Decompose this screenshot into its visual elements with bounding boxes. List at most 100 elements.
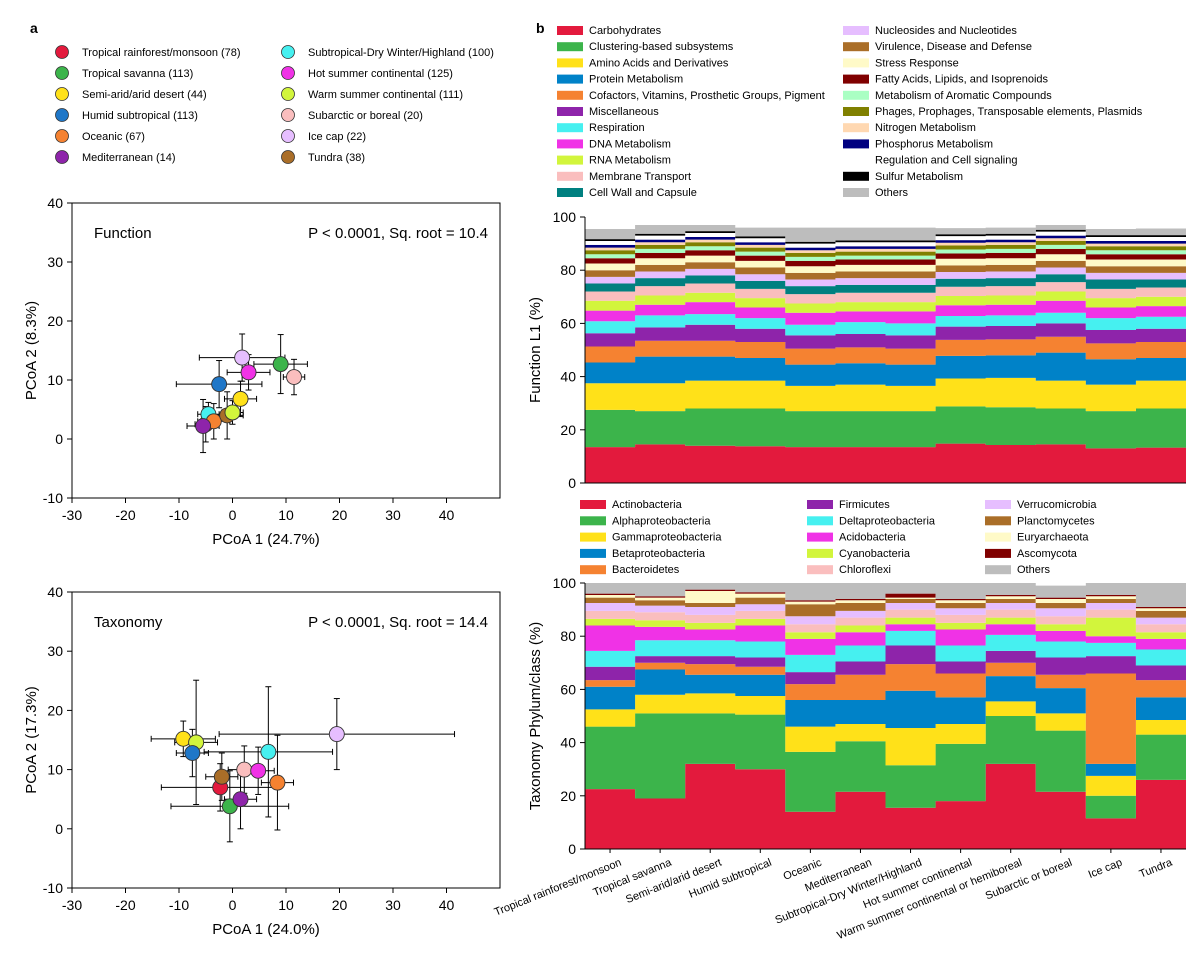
y-tick-label: 20 [560,422,576,438]
data-point-subtropical-dry-winter-highland [260,743,277,760]
climate-legend-swatch-humid-subtropical-113 [55,108,69,122]
x-category-label: Tundra [1138,856,1175,880]
y-tick-label: 20 [47,313,63,329]
y-axis-title: Taxonomy Phylum/class (%) [527,622,544,810]
function-area-chart: 0 20 40 60 80 100 Function L1 (%) [527,209,1186,491]
x-tick-label: 10 [278,897,294,913]
plot-title: Taxonomy [94,614,163,631]
plot-frame [71,591,501,889]
function-legend-swatch-nucleosides-and-nucleotides [843,26,869,35]
plot-title: Function [94,225,152,242]
function-legend-label: Cell Wall and Capsule [589,187,697,199]
function-legend-swatch-phosphorus-metabolism [843,139,869,149]
pcoa-taxonomy-plot: -30 -20 -10 0 10 20 30 40 -10 0 10 20 30 40 PCoA 1 (24… [23,584,501,938]
y-tick-label: 80 [560,628,576,644]
climate-legend-label: Warm summer continental (111) [308,89,463,101]
area-series-others [585,583,1186,607]
y-tick-label: 60 [560,681,576,697]
taxonomy-legend-swatch-bacteroidetes [580,565,606,575]
function-legend-label: Miscellaneous [589,106,659,118]
y-tick-label: 0 [55,431,63,447]
pcoa-function-plot: -30 -20 -10 0 10 20 30 40 -10 0 10 20 30 40 PCoA 1 (24… [23,195,501,548]
area-series-sulfur-metabolism [585,229,1186,244]
y-tick-label: 60 [560,315,576,331]
taxonomy-legend-label: Ascomycota [1017,548,1078,560]
function-legend-label: RNA Metabolism [589,155,671,167]
x-axis-title: PCoA 1 (24.7%) [212,531,320,548]
function-legend-swatch-stress-response [843,58,869,68]
function-legend-swatch-clustering-based-subsystems [557,42,583,52]
climate-legend-label: Tundra (38) [308,152,365,164]
x-tick-label: -10 [169,507,189,523]
y-tick-label: -10 [43,880,63,896]
taxonomy-legend-swatch-others [985,565,1011,575]
climate-legend-label: Humid subtropical (113) [82,110,198,122]
y-tick-label: 20 [560,788,576,804]
y-tick-label: 20 [47,702,63,718]
function-legend-label: Respiration [589,122,645,134]
y-axis-title: PCoA 2 (8.3%) [23,301,40,400]
function-legend-swatch-metabolism-of-aromatic-compounds [843,90,869,100]
data-point-subarctic-or-boreal [286,369,302,385]
taxonomy-legend-label: Acidobacteria [839,532,907,544]
x-tick-label: 40 [439,507,455,523]
taxonomy-legend-label: Gammaproteobacteria [612,532,722,544]
taxonomy-legend-label: Bacteroidetes [612,564,680,576]
function-legend-swatch-rna-metabolism [557,155,583,165]
x-tick-label: -30 [62,897,82,913]
plot-frame [71,202,501,499]
plot-statistic: P < 0.0001, Sq. root = 10.4 [308,225,488,242]
y-tick-label: 0 [55,821,63,837]
area-series-carbohydrates [585,443,1186,483]
taxonomy-legend-label: Chloroflexi [839,564,891,576]
taxonomy-legend-swatch-firmicutes [807,500,833,509]
data-point-humid-subtropical [184,745,201,761]
climate-legend-label: Ice cap (22) [308,131,366,143]
x-tick-label: -20 [115,897,135,913]
climate-legend-label: Oceanic (67) [82,131,145,143]
area-series-gammaproteobacteria [585,693,1186,796]
climate-legend-swatch-tundra-38 [281,150,295,164]
function-legend-swatch-others [843,188,869,197]
function-legend-label: Nucleosides and Nucleotides [875,25,1017,37]
function-legend-label: Protein Metabolism [589,74,683,86]
data-point-oceanic [269,774,286,791]
function-legend-label: Amino Acids and Derivatives [589,57,729,69]
x-category-label: Subarctic or boreal [984,857,1074,903]
function-legend-label: Fatty Acids, Lipids, and Isoprenoids [875,74,1049,86]
function-legend-swatch-amino-acids-and-derivatives [557,58,583,68]
climate-legend-label: Subtropical-Dry Winter/Highland (100) [308,47,494,59]
function-legend-label: Regulation and Cell signaling [875,155,1017,167]
taxonomy-legend-swatch-alphaproteobacteria [580,516,606,526]
taxonomy-legend-swatch-chloroflexi [807,565,833,575]
function-legend-label: Metabolism of Aromatic Compounds [875,90,1052,102]
climate-legend-swatch-warm-summer-continental-111 [281,87,295,101]
data-point-ice-cap [234,349,251,366]
y-tick-label: 80 [560,262,576,278]
x-tick-label: 10 [278,507,294,523]
function-legend-label: Cofactors, Vitamins, Prosthetic Groups, … [589,90,825,102]
data-point-hot-summer-continental [250,762,267,779]
taxonomy-legend-label: Cyanobacteria [839,548,911,560]
area-series-bacteroidetes [585,662,1186,764]
data-point-warm-summer-continental [224,404,241,421]
climate-legend-label: Hot summer continental (125) [308,68,453,80]
taxonomy-legend-swatch-cyanobacteria [807,548,833,558]
x-axis-title: PCoA 1 (24.0%) [212,921,320,938]
area-series-miscellaneous [585,323,1186,349]
area-series-protein-metabolism [585,352,1186,386]
function-legend-label: Phosphorus Metabolism [875,138,993,150]
area-series-euryarchaeota [585,590,1186,611]
taxonomy-legend-label: Alphaproteobacteria [612,515,711,527]
function-legend-swatch-cofactors-vitamins-prosthetic-groups-pigment [557,90,583,100]
data-point-ice-cap [328,726,345,743]
y-tick-label: 30 [47,254,63,270]
x-tick-label: -30 [62,507,82,523]
plot-statistic: P < 0.0001, Sq. root = 14.4 [308,614,488,631]
y-tick-label: 40 [560,735,576,751]
function-legend-label: Nitrogen Metabolism [875,122,976,134]
function-legend-label: Phages, Prophages, Transposable elements… [875,106,1143,118]
function-legend-swatch-virulence-disease-and-defense [843,42,869,52]
function-legend-label: Carbohydrates [589,25,662,37]
